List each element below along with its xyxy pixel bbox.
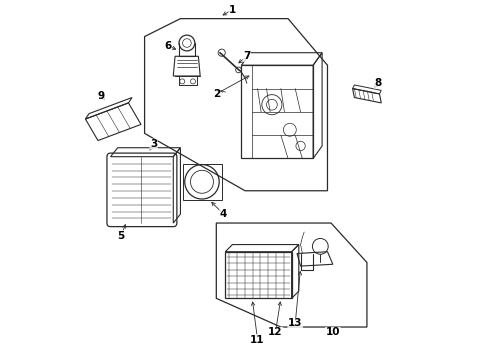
Text: 1: 1: [229, 5, 236, 15]
Text: 9: 9: [98, 91, 105, 101]
Text: 11: 11: [250, 334, 265, 345]
Text: 8: 8: [374, 78, 381, 88]
Text: 13: 13: [288, 319, 302, 328]
Text: 5: 5: [118, 231, 125, 240]
Text: 10: 10: [326, 327, 340, 337]
Text: 7: 7: [243, 51, 250, 61]
Text: 4: 4: [220, 209, 227, 219]
Text: 2: 2: [213, 89, 220, 99]
Text: 3: 3: [150, 139, 157, 149]
Text: 6: 6: [164, 41, 171, 50]
Text: 12: 12: [268, 327, 283, 337]
